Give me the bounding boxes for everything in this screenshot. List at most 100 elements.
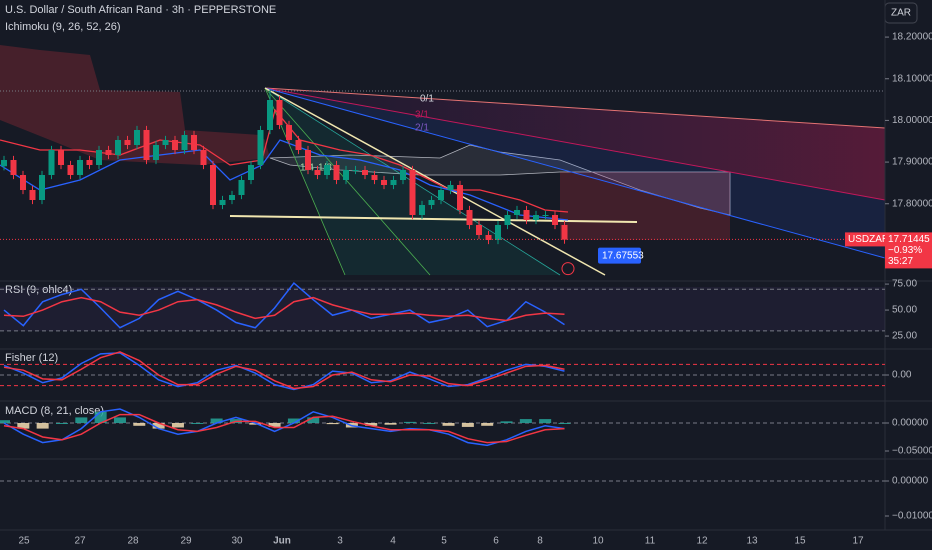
x-tick-label: 27 — [74, 536, 86, 547]
candle-body — [561, 225, 568, 240]
y-tick-label: 50.00 — [892, 305, 917, 316]
histogram-bar — [403, 421, 416, 423]
x-tick-label: 10 — [592, 536, 604, 547]
y-tick-label: 17.80000 — [892, 198, 932, 209]
histogram-bar — [481, 423, 494, 426]
candle-body — [153, 145, 159, 160]
fan-label: 0/1 — [420, 94, 434, 105]
candle-body — [438, 190, 444, 200]
x-tick-label: 12 — [696, 536, 708, 547]
fan-line — [264, 87, 886, 129]
candle-body — [542, 215, 549, 216]
candle-body — [86, 160, 93, 165]
candle-body — [77, 160, 83, 175]
histogram-bar — [55, 423, 68, 424]
histogram-bar — [0, 420, 10, 423]
candle-body — [504, 215, 511, 225]
candle-body — [48, 150, 55, 175]
candle-body — [238, 180, 245, 195]
histogram-bar — [539, 419, 552, 423]
x-tick-label: 3 — [337, 536, 343, 547]
last-price: 17.71445 — [888, 234, 930, 245]
candle-body — [495, 225, 501, 240]
candle-body — [67, 165, 74, 175]
histogram-bar — [442, 423, 455, 426]
candle-body — [58, 150, 64, 165]
histogram-bar — [287, 418, 300, 423]
candle-body — [324, 165, 330, 175]
candle-body — [400, 170, 406, 180]
candle-body — [457, 185, 463, 210]
candle-body — [134, 130, 140, 145]
series-line — [3, 351, 565, 390]
x-tick-label: 17 — [852, 536, 864, 547]
symbol-label: USDZAR — [848, 234, 889, 245]
cloud — [269, 144, 731, 216]
candle-body — [96, 150, 102, 165]
candle-body — [210, 165, 216, 205]
candle-body — [485, 235, 492, 240]
candle-body — [248, 165, 254, 180]
currency[interactable]: ZAR — [891, 8, 911, 19]
candle-body — [124, 140, 131, 145]
x-tick-label: 4 — [390, 536, 396, 547]
candle-body — [523, 210, 530, 220]
candle-body — [533, 215, 539, 220]
candle-body — [362, 170, 368, 175]
histogram-bar — [268, 423, 281, 427]
candle-body — [514, 210, 520, 215]
candle-body — [286, 125, 292, 140]
candle-body — [276, 100, 283, 125]
series-line — [3, 413, 565, 444]
candle-body — [447, 185, 454, 190]
y-tick-label: −0.01000 — [892, 511, 932, 522]
histogram-bar — [365, 423, 378, 426]
pane-title: RSI (9, ohlc4) — [5, 284, 72, 296]
x-tick-label: 25 — [18, 536, 30, 547]
candle-body — [305, 150, 311, 170]
candle-body — [200, 150, 207, 165]
y-tick-label: 18.10000 — [892, 73, 932, 84]
x-tick-label: 13 — [746, 536, 758, 547]
candle-body — [10, 160, 17, 175]
candle-body — [257, 130, 264, 165]
candle-body — [381, 180, 387, 185]
x-tick-label: 15 — [794, 536, 806, 547]
x-tick-label: 11 — [645, 536, 656, 547]
candle-body — [143, 130, 150, 160]
y-tick-label: 0.00000 — [892, 418, 929, 429]
cloud-box — [560, 172, 730, 240]
series-line — [3, 281, 565, 329]
histogram-bar — [210, 418, 223, 423]
series-line — [3, 352, 565, 391]
candle-body — [295, 140, 302, 150]
candle-body — [390, 180, 397, 185]
candle-body — [352, 170, 359, 171]
x-tick-label: 30 — [231, 536, 243, 547]
rsi-band — [0, 287, 885, 331]
y-tick-label: 17.90000 — [892, 157, 932, 168]
candle-body — [409, 170, 416, 215]
histogram-bar — [249, 423, 262, 425]
candle-body — [552, 215, 558, 225]
y-tick-label: 0.00 — [892, 370, 912, 381]
target-label: 17.67553 — [602, 250, 644, 261]
candle-body — [172, 140, 178, 150]
fan-line — [264, 87, 431, 276]
y-tick-label: 75.00 — [892, 279, 917, 290]
histogram-bar — [558, 423, 571, 424]
fan-line — [264, 87, 886, 201]
candle-body — [466, 210, 473, 225]
histogram-bar — [75, 417, 88, 423]
candle-body — [428, 200, 435, 205]
x-tick-label: 29 — [180, 536, 192, 547]
target-tag — [598, 247, 641, 264]
symbol-tag — [845, 232, 885, 247]
histogram-bar — [17, 423, 30, 429]
x-tick-label: 6 — [493, 536, 499, 547]
histogram-bar — [36, 423, 49, 429]
candle-body — [419, 205, 425, 215]
countdown: 35:27 — [888, 256, 913, 267]
candle-body — [181, 135, 188, 150]
